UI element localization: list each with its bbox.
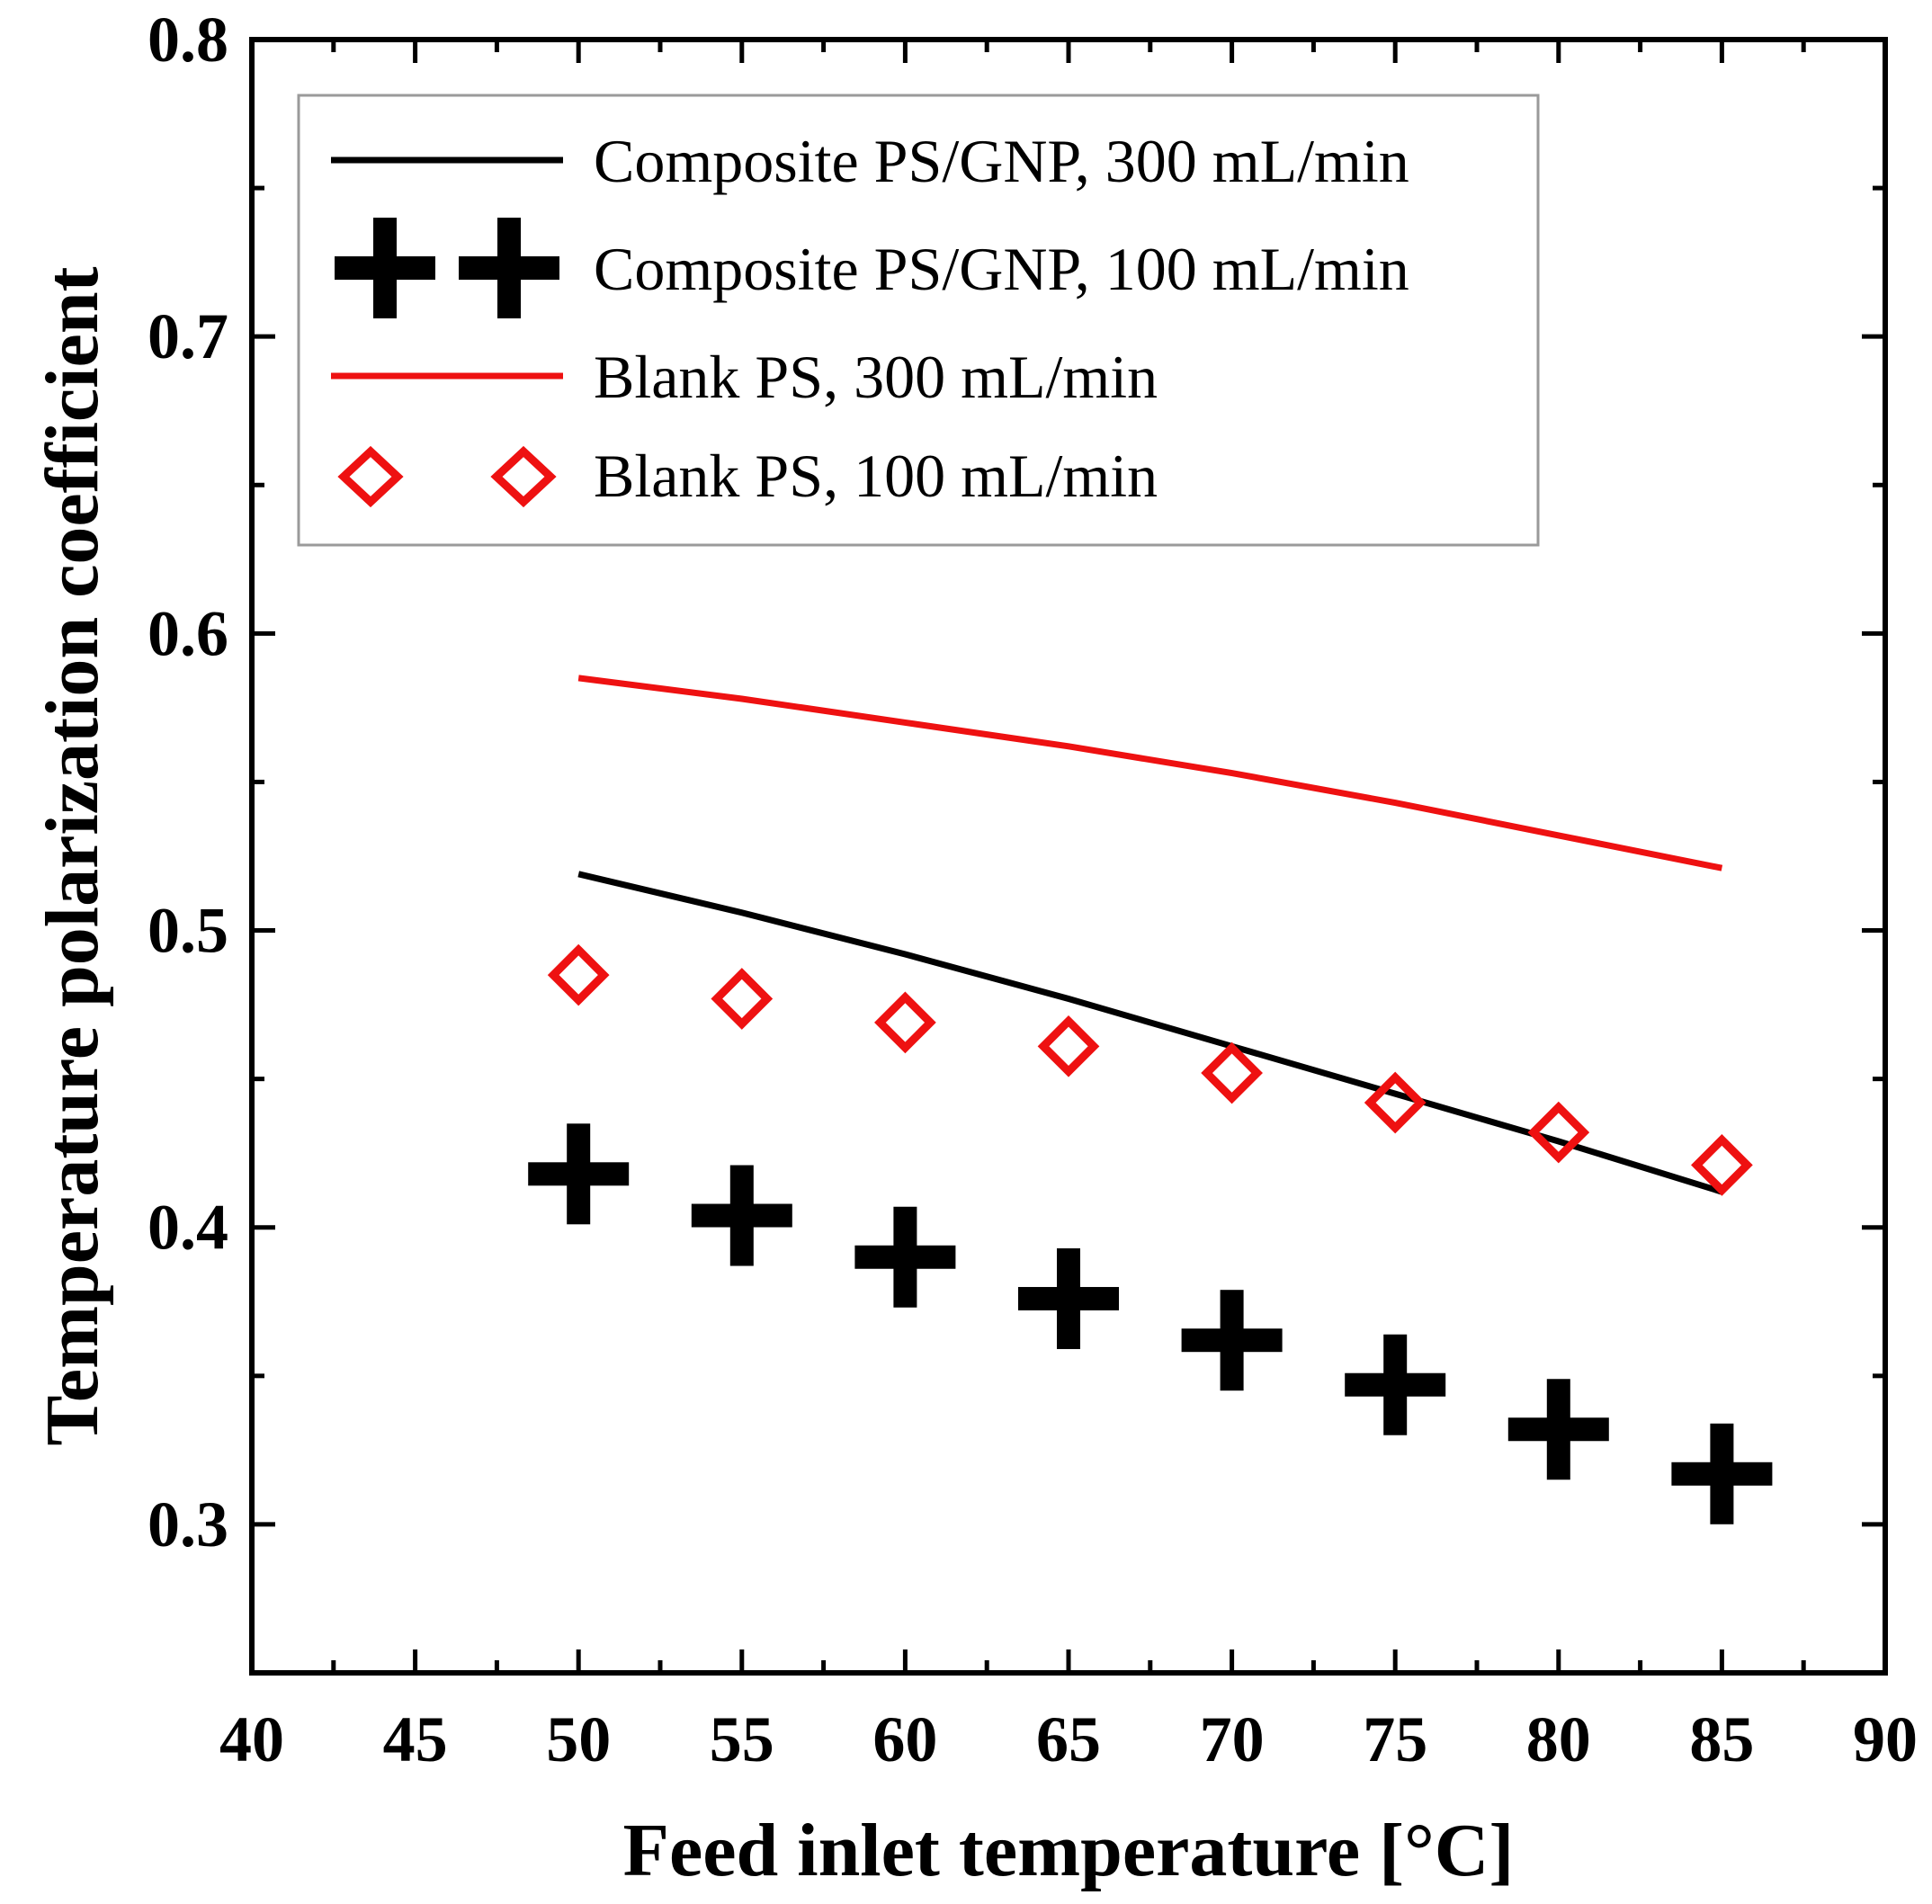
- y-tick-label: 0.4: [148, 1192, 228, 1264]
- y-tick-label: 0.7: [148, 300, 228, 372]
- x-tick-labels: 40 45 50 55 60 65 70 75 80 85 90: [219, 1703, 1918, 1775]
- data-point-diamond: [1364, 1071, 1427, 1134]
- x-tick-label: 45: [383, 1703, 448, 1775]
- legend-swatch-blank-100: [337, 445, 557, 508]
- y-tick-labels: 0.3 0.4 0.5 0.6 0.7 0.8: [148, 4, 228, 1560]
- data-point-cross: [528, 1123, 630, 1225]
- x-tick-label: 70: [1200, 1703, 1265, 1775]
- x-tick-label: 55: [710, 1703, 774, 1775]
- series-line: [577, 675, 1723, 872]
- legend: Composite PS/GNP, 300 mL/min Composite P…: [297, 94, 1540, 547]
- y-tick-label: 0.3: [148, 1488, 228, 1560]
- data-point-diamond: [547, 943, 610, 1006]
- legend-label-composite-300: Composite PS/GNP, 300 mL/min: [594, 127, 1409, 195]
- series-2: [577, 675, 1723, 872]
- data-point-diamond: [1201, 1041, 1263, 1104]
- y-tick-label: 0.5: [148, 895, 228, 967]
- x-tick-label: 60: [872, 1703, 937, 1775]
- axis-ticks: [249, 37, 1888, 1676]
- y-tick-label: 0.6: [148, 597, 228, 669]
- series-layer: [528, 675, 1773, 1524]
- data-point-cross: [1345, 1334, 1446, 1435]
- data-point-cross: [1507, 1379, 1609, 1480]
- x-tick-label: 75: [1363, 1703, 1427, 1775]
- data-point-diamond: [711, 968, 774, 1030]
- legend-label-blank-100: Blank PS, 100 mL/min: [594, 442, 1158, 510]
- series-1: [528, 1123, 1773, 1524]
- data-point-diamond: [1037, 1015, 1100, 1077]
- data-point-diamond: [874, 991, 936, 1054]
- data-point-cross: [1181, 1290, 1283, 1391]
- legend-label-composite-100: Composite PS/GNP, 100 mL/min: [594, 235, 1409, 303]
- data-point-diamond: [1691, 1134, 1753, 1196]
- x-tick-label: 80: [1526, 1703, 1591, 1775]
- data-point-cross: [1671, 1423, 1773, 1524]
- legend-label-blank-300: Blank PS, 300 mL/min: [594, 343, 1158, 411]
- legend-swatch-composite-100: [335, 218, 559, 318]
- x-tick-label: 50: [546, 1703, 611, 1775]
- x-tick-label: 85: [1689, 1703, 1754, 1775]
- x-tick-label: 65: [1036, 1703, 1101, 1775]
- y-tick-label: 0.8: [148, 4, 228, 76]
- x-tick-label: 40: [219, 1703, 284, 1775]
- data-point-cross: [1018, 1247, 1119, 1349]
- y-axis-title: Temperature polarization coefficient: [31, 266, 114, 1445]
- x-tick-label: 90: [1853, 1703, 1918, 1775]
- data-point-cross: [854, 1206, 956, 1308]
- data-point-cross: [691, 1165, 792, 1266]
- series-3: [547, 943, 1753, 1196]
- x-axis-title: Feed inlet temperature [°C]: [623, 1809, 1515, 1892]
- data-point-diamond: [1527, 1101, 1590, 1164]
